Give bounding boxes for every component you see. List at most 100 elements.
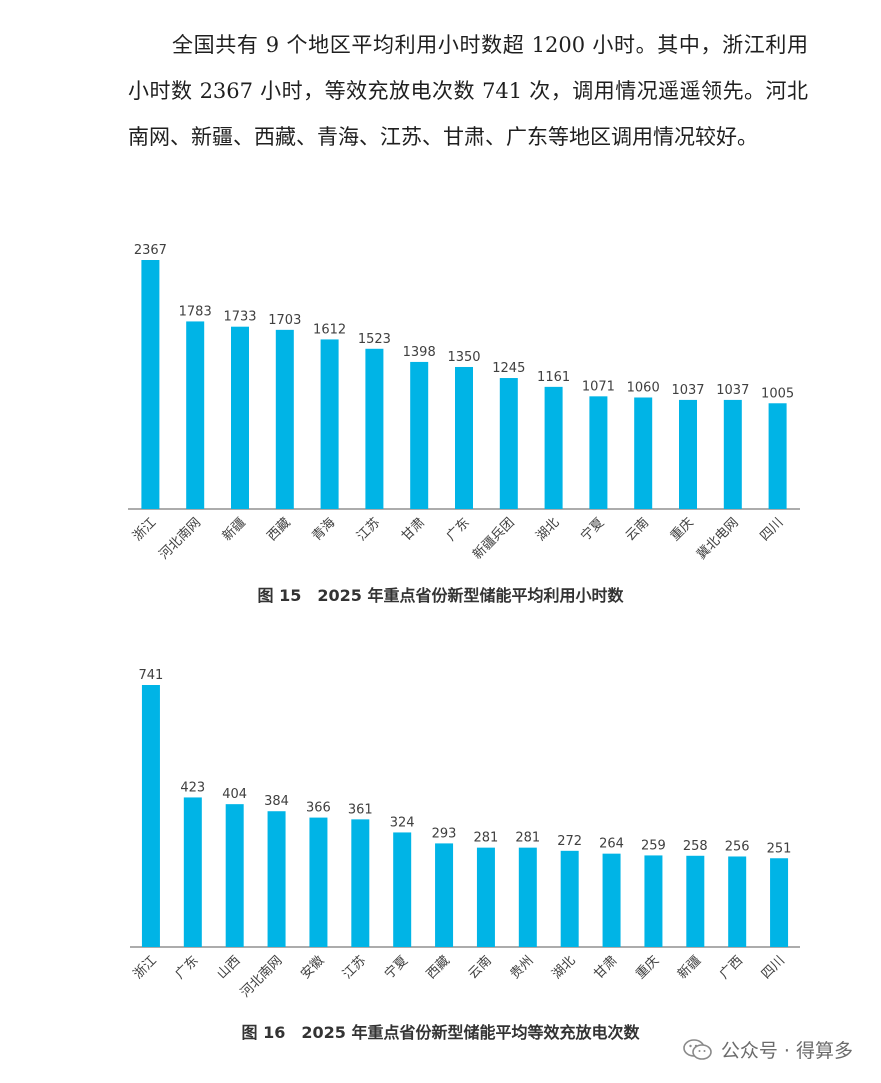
chart-equivalent-cycles-caption: 图 16 2025 年重点省份新型储能平均等效充放电次数	[241, 1023, 640, 1042]
bar-13	[686, 855, 705, 947]
tick-label-7: 广东	[444, 515, 473, 544]
tick-label-6: 宁夏	[381, 953, 411, 983]
tick-label-14: 四川	[757, 515, 786, 544]
value-label-13: 1037	[716, 383, 749, 398]
value-label-5: 1523	[358, 332, 391, 347]
tick-label-8: 云南	[465, 953, 495, 983]
value-label-4: 366	[306, 801, 331, 816]
tick-label-12: 重庆	[667, 515, 697, 545]
bar-2	[225, 804, 244, 947]
value-label-14: 256	[725, 839, 750, 854]
tick-label-3: 河北南网	[237, 953, 285, 1001]
tick-label-10: 宁夏	[578, 515, 608, 545]
bar-5	[351, 819, 370, 947]
tick-label-6: 甘肃	[399, 515, 428, 544]
value-label-10: 272	[557, 834, 582, 849]
tick-label-5: 江苏	[339, 953, 369, 983]
value-label-8: 281	[474, 831, 499, 846]
value-label-6: 1398	[403, 345, 436, 360]
bar-8	[476, 847, 495, 947]
value-label-7: 293	[432, 826, 457, 841]
tick-label-8: 新疆兵团	[470, 515, 518, 563]
value-label-1: 1783	[179, 304, 212, 319]
tick-label-13: 冀北电网	[694, 515, 742, 563]
chart-equivalent-cycles: 741 浙江 423 广东 404 山西 384 河北南网 366 安徽 361 江苏 324 宁夏 293…	[130, 668, 800, 1001]
value-label-11: 1060	[627, 380, 660, 395]
bar-0	[141, 260, 160, 509]
tick-label-4: 青海	[309, 515, 338, 544]
bar-7	[435, 843, 454, 947]
tick-label-2: 新疆	[219, 515, 249, 545]
tick-label-9: 贵州	[508, 953, 537, 982]
value-label-11: 264	[599, 837, 624, 852]
tick-label-0: 浙江	[131, 953, 160, 982]
tick-label-3: 西藏	[265, 515, 294, 544]
value-label-3: 1703	[268, 313, 301, 328]
value-label-0: 741	[139, 668, 164, 683]
wechat-icon	[683, 1038, 712, 1060]
value-label-2: 404	[222, 787, 247, 802]
tick-label-5: 江苏	[354, 515, 384, 545]
tick-label-14: 广西	[717, 953, 746, 982]
bar-4	[320, 339, 339, 509]
value-label-7: 1350	[447, 350, 480, 365]
bar-12	[644, 855, 663, 947]
tick-label-11: 甘肃	[591, 953, 620, 982]
chart-utilization-hours-caption: 图 15 2025 年重点省份新型储能平均利用小时数	[257, 586, 624, 605]
tick-label-1: 广东	[173, 953, 202, 982]
bar-8	[499, 378, 518, 509]
bar-3	[267, 811, 286, 947]
bar-3	[275, 329, 294, 509]
value-label-3: 384	[264, 794, 289, 809]
bar-0	[141, 685, 160, 947]
bar-14	[768, 403, 787, 509]
value-label-8: 1245	[492, 361, 525, 376]
value-label-5: 361	[348, 802, 373, 817]
value-label-2: 1733	[223, 310, 256, 325]
value-label-4: 1612	[313, 322, 346, 337]
tick-label-2: 山西	[215, 953, 244, 982]
tick-label-12: 重庆	[633, 953, 663, 983]
tick-label-15: 四川	[759, 953, 788, 982]
value-label-13: 258	[683, 839, 708, 854]
tick-label-11: 云南	[622, 515, 652, 545]
bar-10	[589, 396, 608, 509]
bar-5	[365, 348, 384, 509]
tick-label-9: 湖北	[533, 515, 562, 544]
intro-paragraph: 全国共有 9 个地区平均利用小时数超 1200 小时。其中，浙江利用小时数 23…	[128, 33, 808, 149]
tick-label-4: 安徽	[298, 953, 327, 982]
bar-6	[410, 361, 429, 509]
value-label-0: 2367	[134, 243, 167, 258]
tick-label-13: 新疆	[674, 953, 704, 983]
bar-6	[393, 832, 412, 947]
bar-10	[560, 850, 579, 947]
value-label-9: 281	[515, 831, 540, 846]
bar-2	[231, 326, 249, 509]
value-label-9: 1161	[537, 370, 570, 385]
value-label-10: 1071	[582, 379, 615, 394]
value-label-14: 1005	[761, 386, 794, 401]
bar-1	[186, 321, 205, 509]
bar-11	[634, 397, 653, 509]
value-label-12: 1037	[671, 383, 704, 398]
value-label-6: 324	[390, 815, 415, 830]
bar-12	[679, 399, 697, 509]
value-label-15: 251	[767, 841, 792, 856]
bar-9	[544, 386, 563, 509]
chart-utilization-hours: 2367 浙江 1783 河北南网 1733 新疆 1703 西藏 1612 青海 1523 江苏 13…	[128, 243, 800, 563]
tick-label-7: 西藏	[424, 953, 453, 982]
tick-label-1: 河北南网	[156, 515, 204, 563]
value-label-12: 259	[641, 838, 666, 853]
bar-4	[309, 817, 328, 947]
bar-9	[518, 847, 537, 947]
tick-label-10: 湖北	[550, 953, 579, 982]
bar-15	[770, 858, 789, 947]
bar-7	[455, 366, 473, 509]
bar-1	[183, 797, 202, 947]
bar-14	[728, 856, 747, 947]
bar-13	[723, 399, 742, 509]
watermark: 公众号 · 得算多	[683, 1036, 853, 1063]
watermark-text: 公众号 · 得算多	[720, 1040, 853, 1062]
bar-11	[602, 853, 621, 947]
value-label-1: 423	[180, 780, 205, 795]
